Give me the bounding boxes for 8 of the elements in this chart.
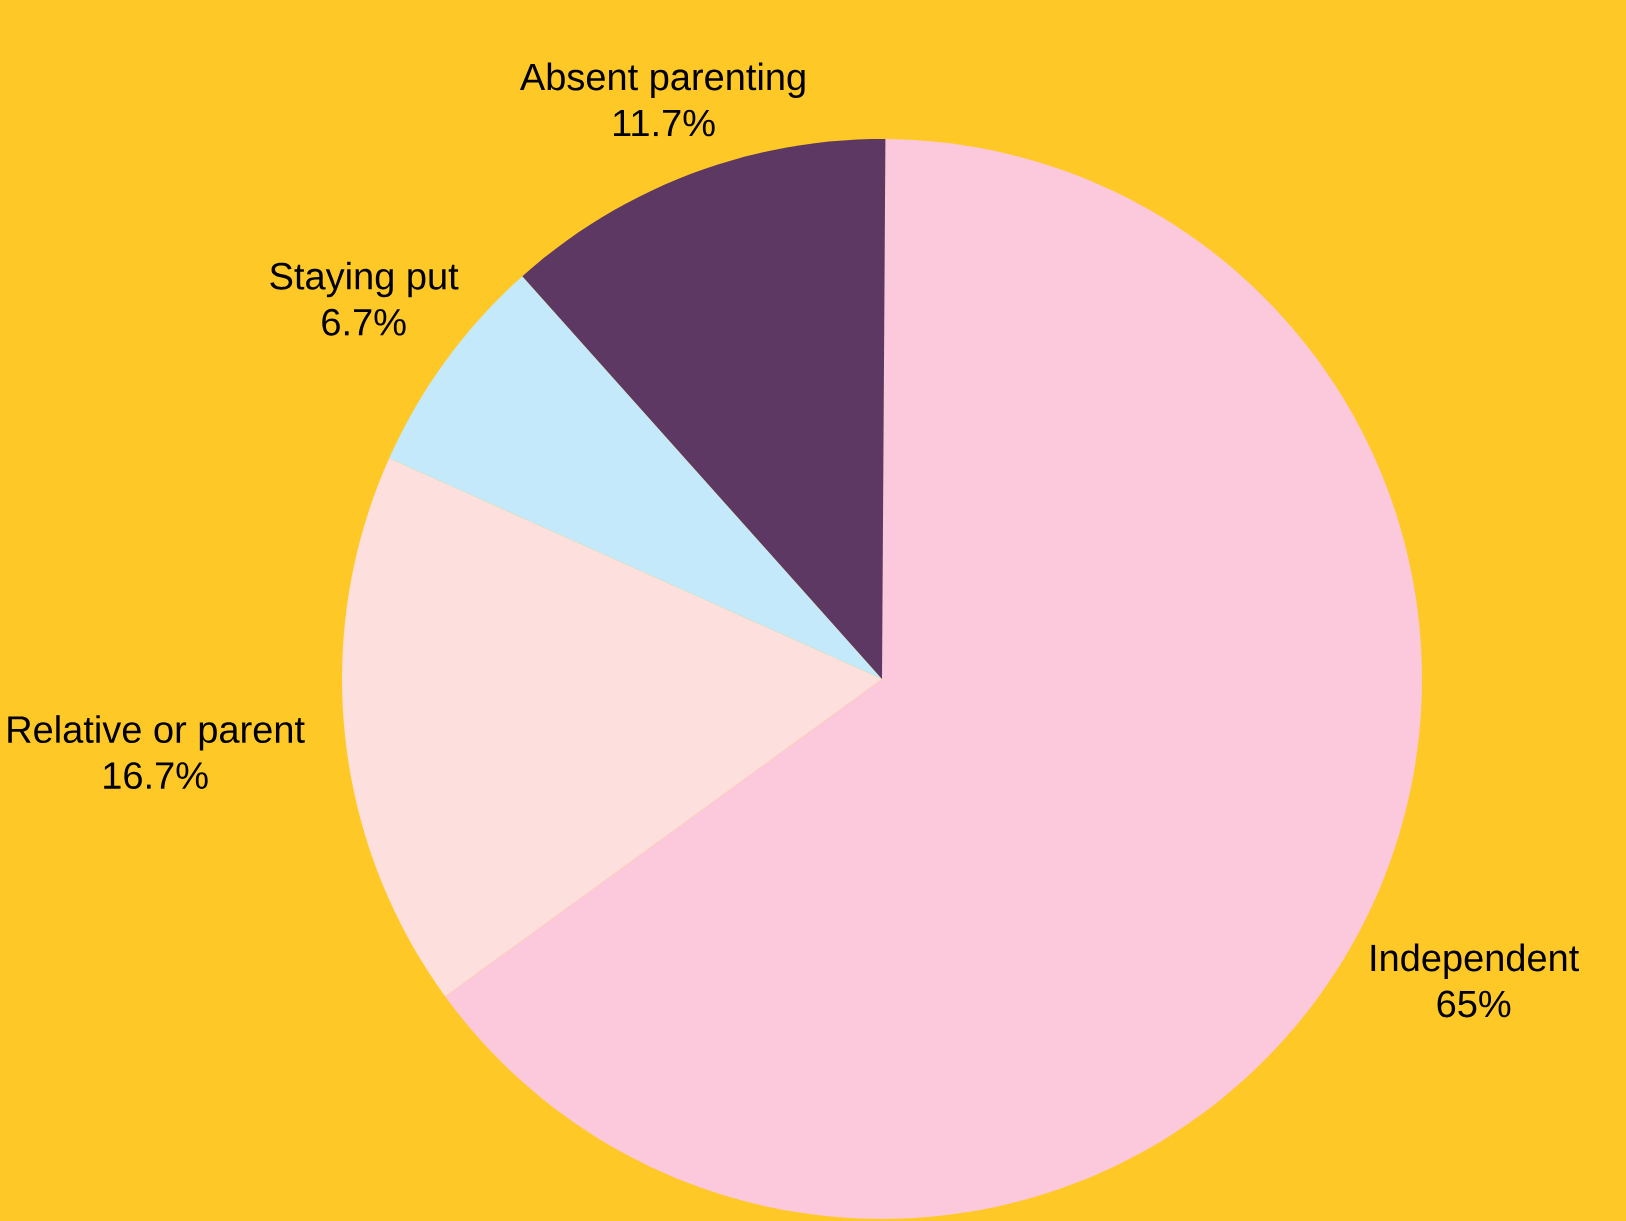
slice-label: Independent: [1371, 943, 1579, 979]
data-label: 16.7%: [104, 762, 208, 790]
data-label: 65%: [1437, 990, 1511, 1018]
slice-label: Relative or parent: [8, 715, 305, 751]
slice-label: Absent parenting: [519, 62, 805, 98]
data-label: 11.7%: [613, 109, 715, 137]
data-label: 6.7%: [322, 308, 406, 336]
slice-label: Staying put: [270, 261, 459, 298]
